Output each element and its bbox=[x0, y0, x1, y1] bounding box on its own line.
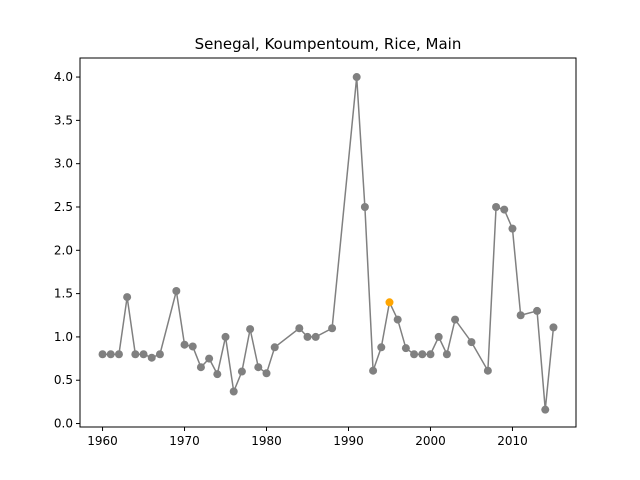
highlighted-data-point bbox=[385, 298, 394, 307]
data-point bbox=[295, 324, 304, 333]
data-point bbox=[492, 202, 501, 211]
data-point bbox=[410, 350, 419, 359]
data-point bbox=[541, 405, 550, 414]
data-point bbox=[369, 366, 378, 375]
y-tick-label: 4.0 bbox=[54, 70, 73, 84]
data-point bbox=[360, 202, 369, 211]
data-point bbox=[483, 366, 492, 375]
data-point bbox=[147, 353, 156, 362]
data-point bbox=[205, 354, 214, 363]
data-point bbox=[221, 332, 230, 341]
data-point bbox=[377, 343, 386, 352]
data-point bbox=[303, 332, 312, 341]
data-point bbox=[106, 350, 115, 359]
data-point bbox=[549, 323, 558, 332]
y-tick-label: 0.5 bbox=[54, 373, 73, 387]
x-axis: 1960 1970 1980 1990 2000 2010 bbox=[87, 427, 528, 448]
y-tick-label: 2.0 bbox=[54, 243, 73, 257]
data-point bbox=[262, 369, 271, 378]
data-point bbox=[196, 363, 205, 372]
data-point bbox=[131, 350, 140, 359]
data-point bbox=[229, 387, 238, 396]
data-point bbox=[508, 224, 517, 233]
x-tick-label: 1970 bbox=[169, 434, 200, 448]
x-tick-label: 1980 bbox=[251, 434, 282, 448]
data-point bbox=[213, 370, 222, 379]
y-tick-label: 1.5 bbox=[54, 287, 73, 301]
data-point bbox=[139, 350, 148, 359]
data-point bbox=[114, 350, 123, 359]
y-tick-label: 1.0 bbox=[54, 330, 73, 344]
data-point bbox=[270, 343, 279, 352]
x-tick-label: 1990 bbox=[333, 434, 364, 448]
data-point bbox=[98, 350, 107, 359]
data-point bbox=[426, 350, 435, 359]
x-tick-label: 2000 bbox=[415, 434, 446, 448]
y-tick-label: 3.0 bbox=[54, 157, 73, 171]
data-point bbox=[533, 306, 542, 315]
data-point bbox=[246, 325, 255, 334]
data-point bbox=[237, 367, 246, 376]
y-tick-label: 0.0 bbox=[54, 417, 73, 431]
data-point bbox=[311, 332, 320, 341]
data-point bbox=[401, 344, 410, 353]
data-point bbox=[451, 315, 460, 324]
x-tick-label: 1960 bbox=[87, 434, 118, 448]
data-point bbox=[418, 350, 427, 359]
data-points bbox=[98, 73, 558, 414]
x-tick-label: 2010 bbox=[497, 434, 528, 448]
series-line bbox=[102, 76, 555, 410]
data-point bbox=[500, 205, 509, 214]
plot-frame bbox=[79, 57, 577, 428]
data-point bbox=[328, 324, 337, 333]
data-point bbox=[434, 332, 443, 341]
data-point bbox=[254, 363, 263, 372]
data-point bbox=[467, 338, 476, 347]
y-axis: 0.0 0.5 1.0 1.5 2.0 2.5 3.0 3.5 4.0 bbox=[54, 70, 80, 431]
chart-title: Senegal, Koumpentoum, Rice, Main bbox=[195, 35, 462, 53]
data-point bbox=[442, 350, 451, 359]
y-tick-label: 3.5 bbox=[54, 113, 73, 127]
data-point bbox=[155, 350, 164, 359]
data-point bbox=[352, 73, 361, 82]
y-tick-label: 2.5 bbox=[54, 200, 73, 214]
data-point bbox=[172, 287, 181, 296]
data-point bbox=[180, 340, 189, 349]
data-point bbox=[123, 293, 132, 302]
data-point bbox=[393, 315, 402, 324]
data-point bbox=[188, 342, 197, 351]
data-point bbox=[516, 311, 525, 320]
